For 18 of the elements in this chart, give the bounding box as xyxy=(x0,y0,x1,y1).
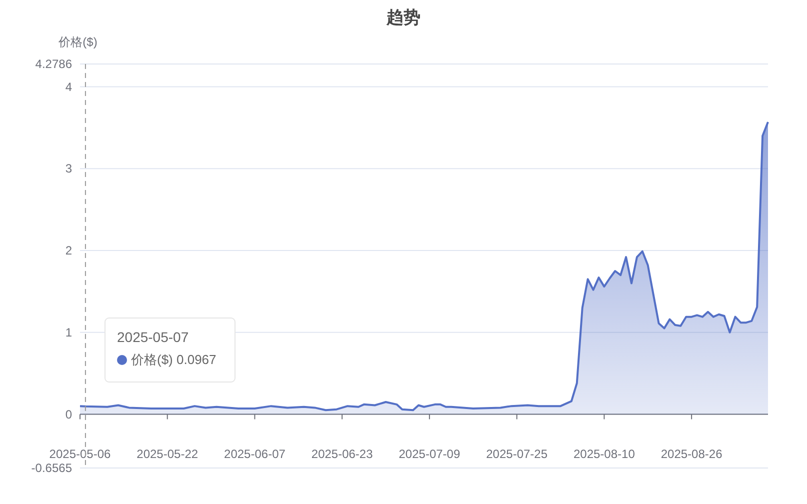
x-tick-label: 2025-06-23 xyxy=(311,447,374,461)
x-tick-label: 2025-05-06 xyxy=(49,447,112,461)
y-tick-label: 1 xyxy=(65,325,72,340)
y-tick-label: 2 xyxy=(65,244,72,258)
chart-title: 趋势 xyxy=(386,8,420,27)
x-tick-label: 2025-06-07 xyxy=(224,447,286,461)
x-tick-label: 2025-05-22 xyxy=(136,447,198,461)
y-tick-label: -0.6565 xyxy=(31,461,72,475)
annotation: 2025-05-07 价格($) 0.0967 xyxy=(117,329,216,367)
y-tick-label: 4.2786 xyxy=(35,57,72,71)
x-tick-label: 2025-07-09 xyxy=(398,447,460,461)
y-tick-label: 4 xyxy=(65,80,72,94)
y-tick-label: 0 xyxy=(65,407,72,422)
x-tick-label: 2025-08-26 xyxy=(660,447,723,461)
y-tick-label: 3 xyxy=(65,162,72,176)
y-axis-title: 价格($) xyxy=(58,35,98,49)
x-tick-label: 2025-08-10 xyxy=(573,447,636,461)
x-tick-label: 2025-07-25 xyxy=(486,447,548,461)
